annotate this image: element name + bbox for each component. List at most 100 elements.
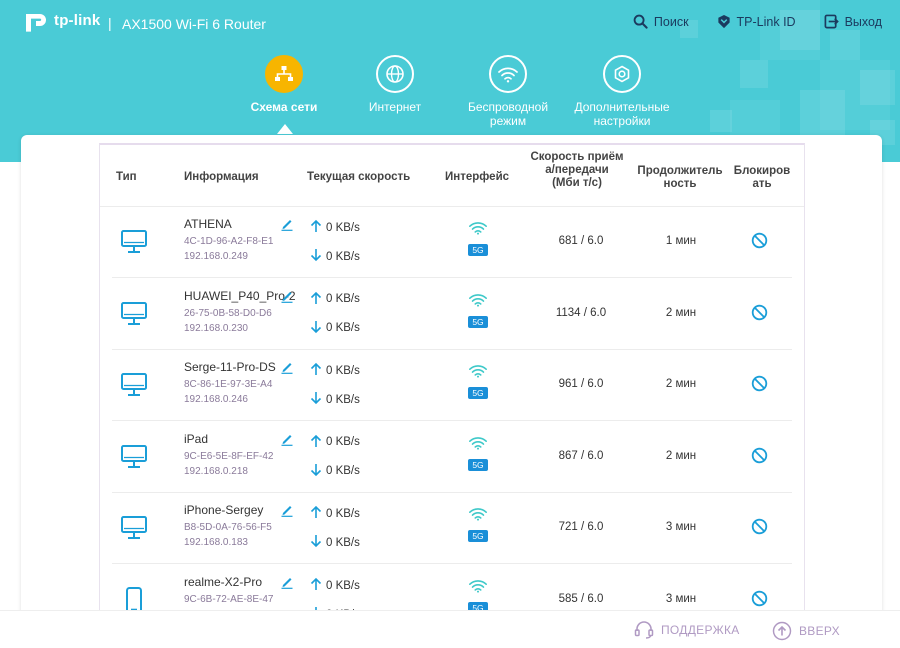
device-ip: 192.168.0.249 bbox=[184, 251, 248, 262]
download-value: 0 KB/s bbox=[326, 536, 360, 549]
computer-icon bbox=[120, 372, 148, 403]
header-pattern bbox=[680, 0, 895, 150]
interface-cell: 5G bbox=[465, 221, 491, 258]
arrow-up-icon bbox=[310, 219, 322, 236]
edit-icon[interactable] bbox=[280, 432, 294, 451]
block-icon[interactable] bbox=[751, 518, 768, 540]
download-speed: 0 KB/s bbox=[310, 391, 360, 408]
arrow-down-icon bbox=[310, 534, 322, 551]
wifi-icon bbox=[468, 365, 488, 382]
table-row: HUAWEI_P40_Pro-2 26-75-0B-58-D0-D6 192.168… bbox=[112, 279, 792, 350]
block-icon[interactable] bbox=[751, 304, 768, 326]
tplink-id-label: TP-Link ID bbox=[736, 14, 796, 29]
network-map-icon bbox=[265, 55, 303, 93]
tplink-id-link[interactable]: TP-Link ID bbox=[717, 14, 796, 29]
nav-label: Дополнительные настройки bbox=[574, 100, 670, 128]
gear-icon bbox=[603, 55, 641, 93]
device-name: ATHENA bbox=[184, 217, 232, 231]
block-icon[interactable] bbox=[751, 232, 768, 254]
table-row: Serge-11-Pro-DS 8C-86-1E-97-3E-A4 192.168.… bbox=[112, 350, 792, 422]
band-badge: 5G bbox=[468, 315, 488, 328]
block-icon[interactable] bbox=[751, 590, 768, 612]
footer: ПОДДЕРЖКА ВВЕРХ bbox=[0, 610, 900, 648]
col-duration: Продолжитель ность bbox=[637, 165, 723, 190]
device-mac: 9C-E6-5E-8F-EF-42 bbox=[184, 450, 274, 462]
router-model: AX1500 Wi-Fi 6 Router bbox=[122, 16, 266, 32]
download-value: 0 KB/s bbox=[326, 250, 360, 263]
download-speed: 0 KB/s bbox=[310, 320, 360, 337]
wifi-icon bbox=[489, 55, 527, 93]
edit-icon[interactable] bbox=[280, 503, 294, 522]
col-info: Информация bbox=[184, 171, 259, 183]
upload-value: 0 KB/s bbox=[326, 579, 360, 592]
device-ip: 192.168.0.230 bbox=[184, 322, 248, 334]
device-ip: 192.168.0.246 bbox=[184, 394, 248, 406]
computer-icon bbox=[120, 444, 148, 475]
upload-value: 0 KB/s bbox=[326, 364, 360, 377]
logout-link[interactable]: Выход bbox=[824, 14, 882, 29]
upload-speed: 0 KB/s bbox=[310, 577, 360, 594]
search-label: Поиск bbox=[653, 14, 689, 29]
table-row: ATHENA 4C-1D-96-A2-F8-E1 192.168.0.249 0 KB… bbox=[112, 207, 792, 278]
connection-duration: 2 мин bbox=[665, 306, 697, 319]
logout-label: Выход bbox=[844, 14, 882, 29]
upload-speed: 0 KB/s bbox=[310, 219, 360, 236]
link-rate: 867 / 6.0 bbox=[558, 449, 604, 462]
clients-panel: Тип Информация Текущая скорость Интерфей… bbox=[99, 143, 805, 613]
logo-text: tp-link bbox=[54, 11, 101, 29]
band-badge: 5G bbox=[468, 530, 488, 543]
download-value: 0 KB/s bbox=[326, 393, 360, 406]
nav-wireless[interactable]: Беспроводной режим bbox=[453, 55, 563, 128]
edit-icon[interactable] bbox=[280, 360, 294, 379]
interface-cell: 5G bbox=[465, 579, 491, 613]
computer-icon bbox=[120, 515, 148, 546]
device-mac: B8-5D-0A-76-56-F5 bbox=[184, 522, 272, 534]
edit-icon[interactable] bbox=[280, 575, 294, 594]
main-nav: Схема сети Интернет Беспров bbox=[0, 55, 900, 135]
nav-network-map[interactable]: Схема сети bbox=[229, 55, 339, 114]
back-to-top-link[interactable]: ВВЕРХ bbox=[772, 621, 840, 641]
tp-link-logo-icon bbox=[26, 14, 46, 32]
upload-speed: 0 KB/s bbox=[310, 505, 360, 522]
table-row: iPhone-Sergey B8-5D-0A-76-56-F5 192.168.0.… bbox=[112, 493, 792, 565]
search-link[interactable]: Поиск bbox=[633, 14, 689, 29]
band-badge: 5G bbox=[468, 458, 488, 471]
device-name: Serge-11-Pro-DS bbox=[184, 360, 276, 375]
device-mac: 26-75-0B-58-D0-D6 bbox=[184, 307, 272, 319]
upload-value: 0 KB/s bbox=[326, 436, 360, 449]
interface-cell: 5G bbox=[465, 436, 491, 473]
nav-internet[interactable]: Интернет bbox=[340, 55, 450, 114]
content-card: Тип Информация Текущая скорость Интерфей… bbox=[21, 135, 882, 648]
logout-icon bbox=[824, 14, 839, 29]
globe-icon bbox=[376, 55, 414, 93]
download-value: 0 KB/s bbox=[326, 322, 360, 335]
nav-advanced[interactable]: Дополнительные настройки bbox=[567, 55, 677, 128]
computer-icon bbox=[120, 229, 148, 260]
connection-duration: 3 мин bbox=[665, 521, 697, 534]
table-header: Тип Информация Текущая скорость Интерфей… bbox=[100, 145, 804, 207]
col-block: Блокиров ать bbox=[733, 165, 791, 190]
nav-label: Схема сети bbox=[250, 100, 318, 114]
edit-icon[interactable] bbox=[280, 289, 294, 308]
back-to-top-label: ВВЕРХ bbox=[799, 624, 840, 638]
search-icon bbox=[633, 14, 648, 29]
headset-icon bbox=[634, 621, 654, 639]
col-speed: Текущая скорость bbox=[307, 171, 411, 183]
device-name: realme-X2-Pro bbox=[184, 575, 263, 589]
active-nav-caret bbox=[277, 124, 293, 134]
nav-label: Беспроводной режим bbox=[467, 100, 549, 128]
edit-icon[interactable] bbox=[280, 217, 294, 236]
upload-value: 0 KB/s bbox=[326, 293, 360, 306]
wifi-icon bbox=[468, 580, 488, 597]
band-badge: 5G bbox=[468, 244, 488, 256]
header-separator: | bbox=[108, 15, 112, 31]
block-icon[interactable] bbox=[751, 375, 768, 397]
download-speed: 0 KB/s bbox=[310, 248, 360, 265]
device-name: iPad bbox=[184, 431, 209, 446]
interface-cell: 5G bbox=[465, 507, 491, 544]
connection-duration: 3 мин bbox=[665, 593, 697, 605]
link-rate: 585 / 6.0 bbox=[558, 593, 604, 605]
support-link[interactable]: ПОДДЕРЖКА bbox=[634, 621, 740, 639]
tp-link-logo[interactable]: tp-link bbox=[22, 6, 100, 34]
block-icon[interactable] bbox=[751, 447, 768, 469]
